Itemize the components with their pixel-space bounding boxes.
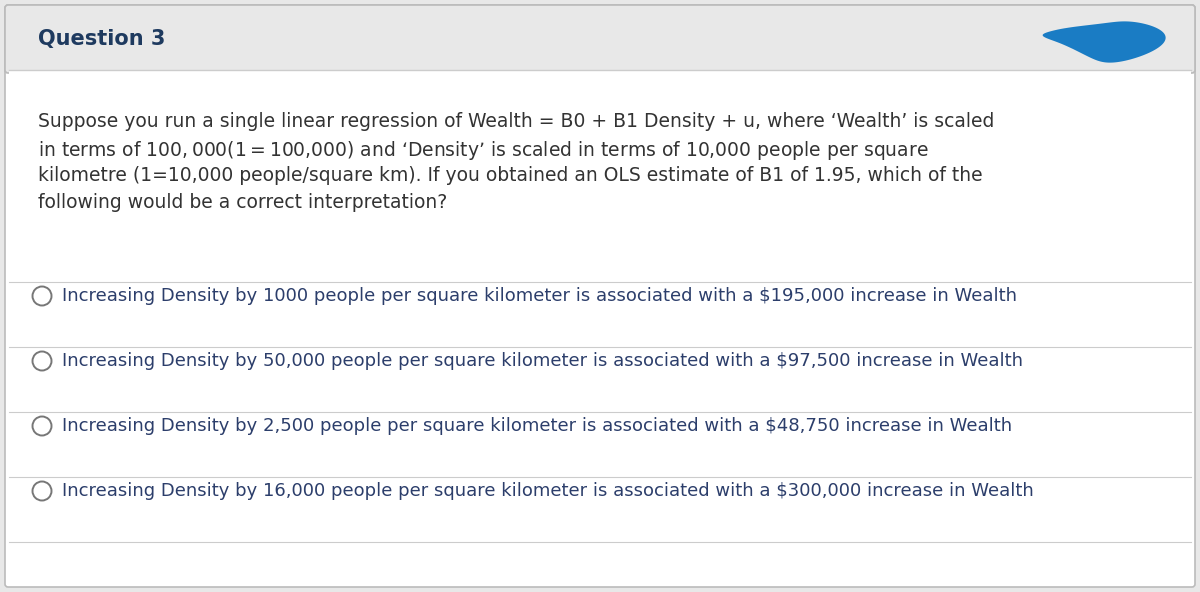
Text: following would be a correct interpretation?: following would be a correct interpretat… — [38, 193, 448, 212]
FancyBboxPatch shape — [10, 39, 1190, 70]
Text: Increasing Density by 2,500 people per square kilometer is associated with a $48: Increasing Density by 2,500 people per s… — [62, 417, 1012, 435]
Text: Suppose you run a single linear regression of Wealth = B0 + B1 Density + u, wher: Suppose you run a single linear regressi… — [38, 112, 995, 131]
FancyBboxPatch shape — [5, 5, 1195, 73]
FancyBboxPatch shape — [5, 5, 1195, 587]
Text: Increasing Density by 50,000 people per square kilometer is associated with a $9: Increasing Density by 50,000 people per … — [62, 352, 1022, 370]
Text: kilometre (1=10,000 people/square km). If you obtained an OLS estimate of B1 of : kilometre (1=10,000 people/square km). I… — [38, 166, 983, 185]
Polygon shape — [1043, 21, 1165, 63]
Text: in terms of $100,000 (1=$100,000) and ‘Density’ is scaled in terms of 10,000 peo: in terms of $100,000 (1=$100,000) and ‘D… — [38, 139, 929, 162]
FancyBboxPatch shape — [10, 70, 1190, 584]
Text: Increasing Density by 16,000 people per square kilometer is associated with a $3: Increasing Density by 16,000 people per … — [62, 482, 1033, 500]
Text: Question 3: Question 3 — [38, 29, 166, 49]
Text: Increasing Density by 1000 people per square kilometer is associated with a $195: Increasing Density by 1000 people per sq… — [62, 287, 1018, 305]
